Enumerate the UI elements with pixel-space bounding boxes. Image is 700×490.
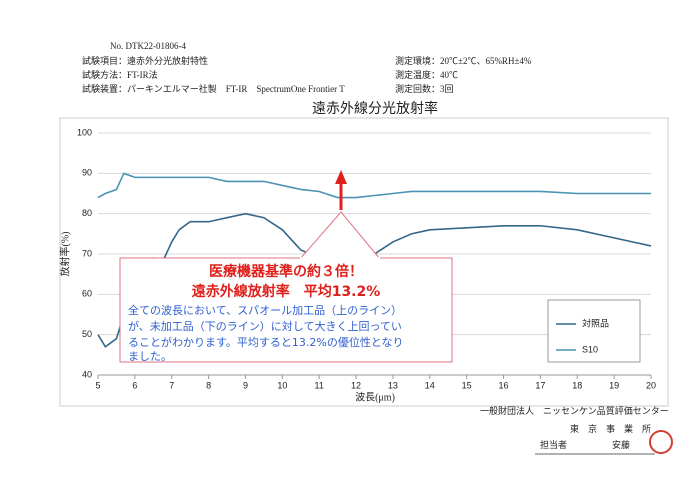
legend-label: 対照品 xyxy=(582,317,609,328)
x-tick-label: 7 xyxy=(169,380,174,390)
series-line xyxy=(97,172,651,199)
callout xyxy=(119,257,453,363)
org: 一般財団法人 ニッセンケン品質評価センター xyxy=(480,405,669,416)
chart-frame xyxy=(59,117,669,407)
x-tick-label: 18 xyxy=(572,380,582,390)
callout-body: が、未加工品（下のライン）に対して大きく上回ってい xyxy=(128,319,402,333)
legend-label: S10 xyxy=(582,344,598,354)
condition: 測定環境：20℃±2℃、65%RH±4% xyxy=(395,55,532,66)
y-tick-label: 50 xyxy=(82,329,92,339)
callout-body: ることがわかります。平均すると13.2%の優位性となり xyxy=(128,335,404,349)
condition: 測定温度：40℃ xyxy=(395,69,458,80)
legend xyxy=(547,299,641,363)
header-line: 試験項目：遠赤外分光放射特性 xyxy=(82,55,208,66)
callout-headline: 医療機器基準の約３倍！ xyxy=(209,263,363,280)
header-line: 試験装置：パーキンエルマー社製 FT-IR SpectrumOne Fronti… xyxy=(82,83,345,94)
x-tick-label: 14 xyxy=(425,380,435,390)
x-tick-label: 10 xyxy=(277,380,287,390)
x-axis-label: 波長(μm) xyxy=(355,390,395,403)
x-tick-label: 6 xyxy=(132,380,137,390)
x-tick-label: 8 xyxy=(206,380,211,390)
y-tick-label: 40 xyxy=(82,369,92,379)
x-tick-label: 9 xyxy=(243,380,248,390)
y-tick-label: 60 xyxy=(82,289,92,299)
x-tick-label: 15 xyxy=(462,380,472,390)
y-tick-label: 100 xyxy=(77,127,92,137)
doc-number: No. DTK22-01806-4 xyxy=(110,41,186,51)
x-tick-label: 19 xyxy=(609,380,619,390)
y-tick-label: 90 xyxy=(82,168,92,178)
condition: 測定回数：3回 xyxy=(395,83,454,94)
y-axis-label: 放射率(%) xyxy=(58,232,71,277)
chart-title: 遠赤外線分光放射率 xyxy=(312,100,438,117)
x-tick-label: 13 xyxy=(388,380,398,390)
x-tick-label: 17 xyxy=(535,380,545,390)
x-tick-label: 16 xyxy=(499,380,509,390)
x-tick-label: 11 xyxy=(315,380,324,390)
arrow-head xyxy=(335,170,347,184)
header-line: 試験方法：FT-IR法 xyxy=(82,69,158,80)
x-tick-label: 12 xyxy=(351,380,361,390)
callout-body: ました。 xyxy=(128,350,172,363)
callout-pointer xyxy=(298,211,382,260)
office: 東 京 事 業 所 xyxy=(570,423,651,434)
y-tick-label: 80 xyxy=(82,208,92,218)
x-tick-label: 5 xyxy=(95,380,100,390)
callout-headline: 遠赤外線放射率 平均13.2% xyxy=(192,283,381,300)
x-tick-label: 20 xyxy=(646,380,656,390)
callout-body: 全ての波長において、スパオール加工品（上のライン） xyxy=(128,303,402,317)
person: 担当者 安藤 xyxy=(540,439,630,450)
seal xyxy=(649,430,673,454)
y-tick-label: 70 xyxy=(82,248,92,258)
